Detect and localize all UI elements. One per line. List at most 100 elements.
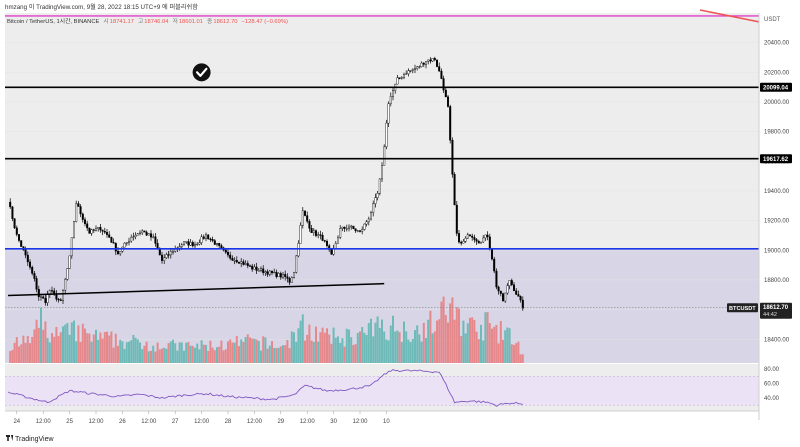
candle-body	[209, 238, 212, 240]
price-tag-label: 20099.04	[763, 85, 789, 91]
volume-bar	[15, 337, 18, 363]
candle-body	[231, 258, 234, 261]
candle-body	[44, 298, 47, 303]
volume-bar	[403, 321, 405, 363]
candle-body	[24, 249, 27, 256]
volume-bar	[326, 328, 328, 363]
candle-body	[64, 279, 67, 291]
volume-bar	[275, 348, 278, 363]
candle-body	[515, 290, 518, 295]
candle-body	[462, 241, 465, 244]
volume-bar	[134, 337, 137, 363]
close-value: 18612.70	[213, 19, 237, 25]
candle-body	[339, 228, 342, 238]
candle-body	[396, 77, 399, 85]
candle-body	[143, 230, 146, 233]
time-axis[interactable]: 24 12:00 25 12:00 26 12:00 27 12:00 28 12:00 29 12:…	[13, 411, 390, 425]
volume-bar	[106, 331, 108, 363]
volume-bar	[440, 301, 443, 363]
candle-body	[438, 66, 441, 72]
volume-bar	[218, 346, 221, 363]
candle-body	[359, 230, 362, 232]
candle-body	[83, 219, 86, 224]
candle-body	[425, 61, 428, 65]
candle-body	[279, 273, 282, 278]
candle-body	[297, 243, 300, 257]
volume-bar	[400, 341, 403, 363]
candle-body	[308, 221, 311, 229]
candle-body	[449, 106, 452, 141]
volume-bar	[174, 343, 177, 363]
check-circle-icon[interactable]	[192, 63, 211, 82]
candle-body	[480, 241, 483, 244]
candle-body	[20, 240, 23, 247]
candle-body	[416, 66, 419, 69]
candle-body	[81, 213, 84, 220]
candle-body	[286, 276, 289, 279]
candle-body	[427, 59, 430, 62]
volume-bar	[510, 344, 513, 363]
time-tick-label: 12:00	[141, 419, 157, 425]
volume-bar	[378, 327, 381, 363]
volume-bar	[352, 344, 355, 363]
symbol-tag-bg	[727, 303, 758, 313]
candle-body	[411, 69, 414, 71]
volume-bar	[233, 342, 236, 363]
candle-body	[255, 266, 258, 271]
horizontal-levels[interactable]	[5, 9, 760, 309]
candle-body	[337, 237, 340, 244]
volume-bar	[44, 321, 47, 363]
volume-bar	[18, 346, 20, 363]
candle-body	[488, 236, 491, 249]
volume-bar	[68, 334, 71, 363]
volume-bar	[26, 336, 29, 363]
volume-bar	[297, 328, 300, 363]
candle-body	[237, 261, 240, 264]
volume-bar	[411, 338, 414, 363]
volume-bar	[224, 349, 227, 363]
volume-bar	[418, 334, 421, 363]
volume-bar	[207, 350, 210, 363]
candle-body	[169, 251, 172, 256]
candle-body	[330, 249, 333, 255]
candle-body	[431, 58, 434, 62]
candle-body	[119, 251, 122, 255]
volume-bar	[475, 331, 478, 363]
volume-bar	[97, 339, 100, 363]
candle-body	[224, 249, 227, 253]
volume-bar	[290, 331, 293, 363]
brand-name: TradingView	[15, 436, 54, 443]
time-tick-label: 10	[383, 419, 390, 425]
candle-body	[112, 242, 115, 244]
volume-bar	[143, 345, 146, 363]
volume-bar	[480, 324, 482, 363]
volume-bar	[508, 328, 511, 363]
rsi-line	[7, 368, 523, 407]
candle-body	[363, 223, 366, 230]
candle-body	[86, 223, 89, 229]
candle-body	[372, 203, 375, 213]
volume-bar	[517, 341, 520, 363]
countdown-label: 44:42	[763, 312, 777, 318]
candle-body	[264, 271, 267, 273]
candle-body	[317, 234, 320, 236]
volume-bar	[139, 342, 141, 363]
change-value: −128.47 (−0.69%)	[242, 19, 288, 25]
candle-body	[365, 221, 368, 225]
candle-body	[458, 233, 461, 243]
volume-bar	[460, 335, 463, 363]
volume-bar	[251, 338, 254, 363]
volume-bar	[202, 344, 205, 363]
volume-bar	[180, 342, 183, 363]
candle-body	[290, 277, 293, 283]
tradingview-logo-icon	[6, 435, 14, 441]
candle-body	[99, 227, 102, 231]
volume-bar	[117, 345, 119, 363]
candle-body	[319, 234, 322, 236]
candle-body	[92, 229, 95, 231]
volume-bar	[312, 341, 315, 363]
volume-bar	[332, 327, 335, 363]
candle-body	[136, 233, 139, 236]
candle-body	[284, 274, 287, 277]
